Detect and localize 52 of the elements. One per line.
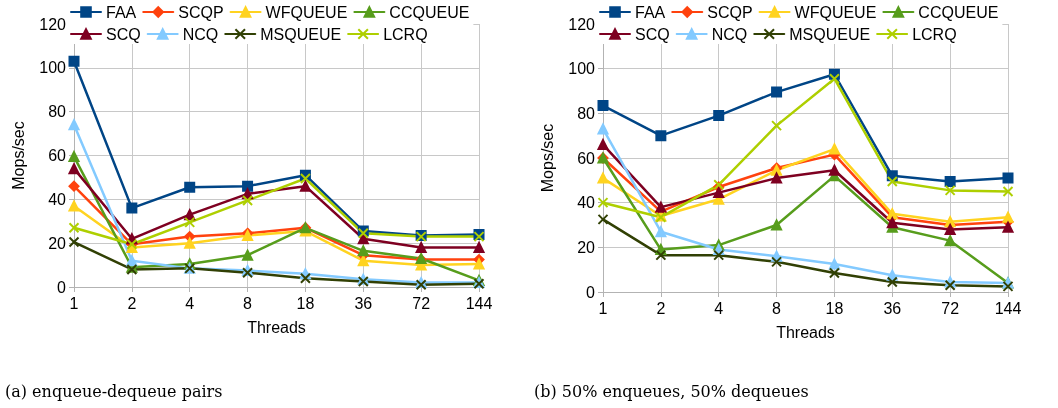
y-tick-label: 100 — [39, 59, 67, 77]
legend-label: NCQ — [711, 25, 748, 43]
legend-label: LCRQ — [912, 25, 957, 43]
x-tick-label: 2 — [127, 294, 137, 312]
legend-label: MSQUEUE — [789, 25, 871, 43]
y-tick-label: 0 — [57, 278, 67, 296]
x-tick-label: 8 — [772, 299, 782, 317]
x-tick-label: 1 — [69, 294, 79, 312]
y-tick-label: 80 — [48, 103, 67, 121]
legend-label: SCQ — [106, 25, 141, 43]
y-tick-label: 100 — [568, 60, 596, 78]
y-tick-label: 40 — [577, 194, 596, 212]
x-tick-label: 18 — [825, 299, 844, 317]
legend-label: MSQUEUE — [260, 25, 342, 43]
y-tick-label: 60 — [577, 149, 596, 167]
y-tick-label: 20 — [48, 234, 67, 252]
legend-label: WFQUEUE — [794, 3, 877, 21]
x-tick-label: 144 — [465, 294, 493, 312]
x-tick-label: 1 — [598, 299, 608, 317]
x-tick-label: 4 — [185, 294, 195, 312]
y-tick-label: 0 — [586, 283, 596, 301]
legend-label: CCQUEUE — [918, 3, 999, 21]
legend-label: WFQUEUE — [265, 3, 348, 21]
x-tick-label: 36 — [883, 299, 902, 317]
legend-label: FAA — [106, 3, 137, 21]
x-tick-label: 36 — [354, 294, 373, 312]
legend-label: SCQ — [635, 25, 670, 43]
legend-label: NCQ — [182, 25, 219, 43]
x-tick-label: 2 — [656, 299, 666, 317]
text: (a) enqueue-dequeue pairs — [5, 381, 223, 401]
y-tick-label: 20 — [577, 238, 596, 256]
legend-label: CCQUEUE — [389, 3, 470, 21]
y-axis-title: Mops/sec — [9, 121, 27, 190]
y-tick-label: 120 — [568, 15, 596, 33]
legend-label: FAA — [635, 3, 666, 21]
y-tick-label: 60 — [48, 147, 67, 164]
x-axis-title: Threads — [776, 323, 835, 341]
x-tick-label: 72 — [941, 299, 960, 317]
x-tick-label: 144 — [994, 299, 1022, 317]
legend-label: SCQP — [178, 3, 224, 21]
x-tick-label: 8 — [243, 294, 253, 312]
y-tick-label: 40 — [48, 190, 67, 208]
legend-label: LCRQ — [383, 25, 428, 43]
x-tick-label: 18 — [296, 294, 315, 312]
text: (b) 50% enqueues, 50% dequeues — [534, 381, 809, 401]
y-axis-title: Mops/sec — [538, 123, 556, 193]
x-axis-title: Threads — [247, 318, 306, 336]
y-tick-label: 80 — [577, 104, 596, 122]
legend-label: SCQP — [707, 3, 753, 21]
x-tick-label: 4 — [714, 299, 724, 317]
y-tick-label: 120 — [39, 15, 67, 33]
x-tick-label: 72 — [412, 294, 431, 312]
